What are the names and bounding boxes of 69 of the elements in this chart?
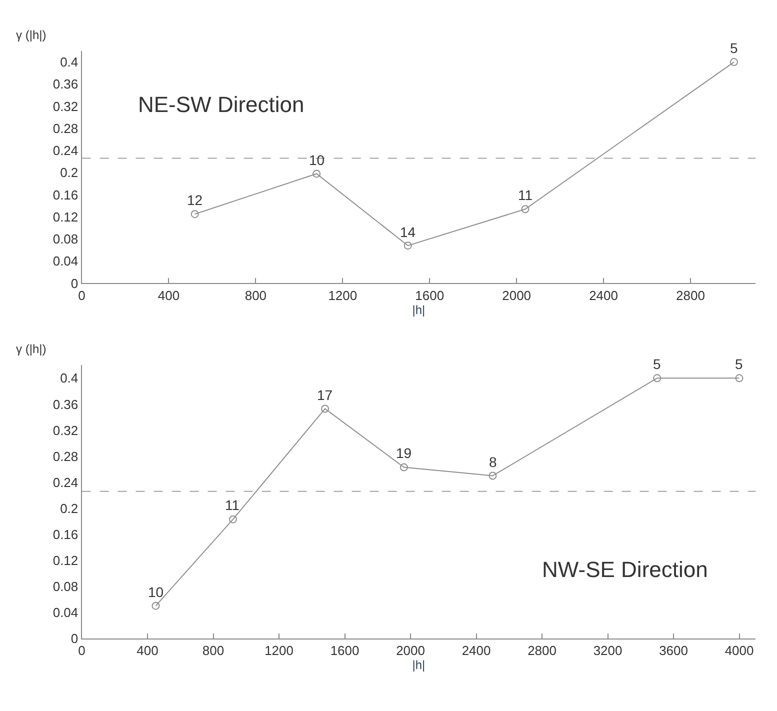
point — [653, 374, 662, 382]
y-tick-label: 0.36 — [52, 76, 78, 92]
y-tick-label: 0.08 — [52, 232, 78, 247]
x-tick-label: 4000 — [724, 642, 754, 658]
y-tick-label: 0.28 — [52, 120, 78, 136]
y-tick-label: 0.12 — [52, 209, 78, 224]
annotation: 11 — [225, 497, 240, 513]
point — [321, 404, 330, 413]
y-tick-label: 0.28 — [52, 448, 78, 464]
annotation: 12 — [187, 192, 203, 208]
x-tick-label: 3600 — [659, 642, 688, 658]
text: NW-SE Direction — [542, 557, 708, 582]
y-tick-label: 0.32 — [52, 422, 78, 438]
y-tick-label: 0.24 — [52, 143, 78, 158]
x-tick-label: 800 — [202, 642, 224, 658]
point — [228, 515, 237, 524]
y-tick-label: 0.36 — [52, 396, 78, 412]
point — [404, 242, 412, 250]
y-tick-label: 0.32 — [52, 98, 78, 114]
y-tick-label: 0.4 — [60, 370, 78, 386]
y-tick-label: 0.24 — [52, 474, 78, 490]
y-tick-label: 0.04 — [52, 254, 78, 269]
annotation: 11 — [518, 187, 533, 203]
x-tick-label: 2000 — [502, 288, 532, 303]
x-tick-label: 1200 — [264, 642, 294, 658]
y-axis-title: γ (|h|) — [16, 342, 46, 356]
point — [730, 58, 738, 66]
x-tick-label: 3200 — [593, 642, 622, 658]
annotation: 10 — [309, 152, 325, 168]
y-axis-title: γ (|h|) — [16, 28, 46, 42]
y-tick-label: 0.2 — [60, 500, 78, 516]
y-tick-label: 0.08 — [52, 578, 78, 594]
x-tick-label: 400 — [158, 288, 180, 303]
x-tick-label: 1600 — [415, 288, 444, 303]
point — [521, 205, 530, 214]
point — [152, 602, 160, 610]
y-tick-label: 0.2 — [60, 165, 78, 180]
annotation: 5 — [730, 40, 738, 56]
y-tick-label: 0 — [70, 630, 78, 646]
x-tick-label: 2400 — [589, 288, 618, 303]
x-tick-label: 800 — [244, 288, 267, 303]
point — [488, 472, 497, 480]
x-tick-label: 400 — [136, 642, 158, 658]
y-tick-label: 0.12 — [52, 552, 78, 568]
x-tick-label: 2800 — [676, 288, 705, 303]
x-tick-label: 2400 — [462, 642, 491, 658]
x-axis-title: |h| — [412, 302, 426, 317]
x-axis-title: |h| — [412, 658, 426, 672]
annotation: 5 — [653, 356, 661, 372]
annotation: 19 — [396, 445, 412, 461]
x-tick-label: 1600 — [330, 642, 360, 658]
x-tick-label: 2000 — [396, 642, 425, 658]
text: NE-SW Direction — [138, 92, 304, 117]
x-tick-label: 1200 — [328, 288, 358, 303]
y-tick-label: 0.16 — [52, 526, 78, 542]
y-tick-label: 0 — [70, 276, 78, 291]
point — [735, 374, 744, 382]
annotation: 10 — [148, 584, 164, 600]
point — [400, 463, 408, 472]
x-tick-label: 2800 — [528, 642, 556, 658]
annotation: 17 — [317, 387, 333, 403]
y-tick-label: 0.16 — [52, 187, 78, 202]
annotation: 14 — [400, 224, 416, 240]
point — [312, 170, 321, 178]
annotation: 8 — [489, 454, 497, 470]
y-tick-label: 0.04 — [52, 604, 78, 620]
point — [190, 210, 199, 218]
y-tick-label: 0.4 — [60, 54, 78, 70]
annotation: 5 — [735, 356, 743, 372]
